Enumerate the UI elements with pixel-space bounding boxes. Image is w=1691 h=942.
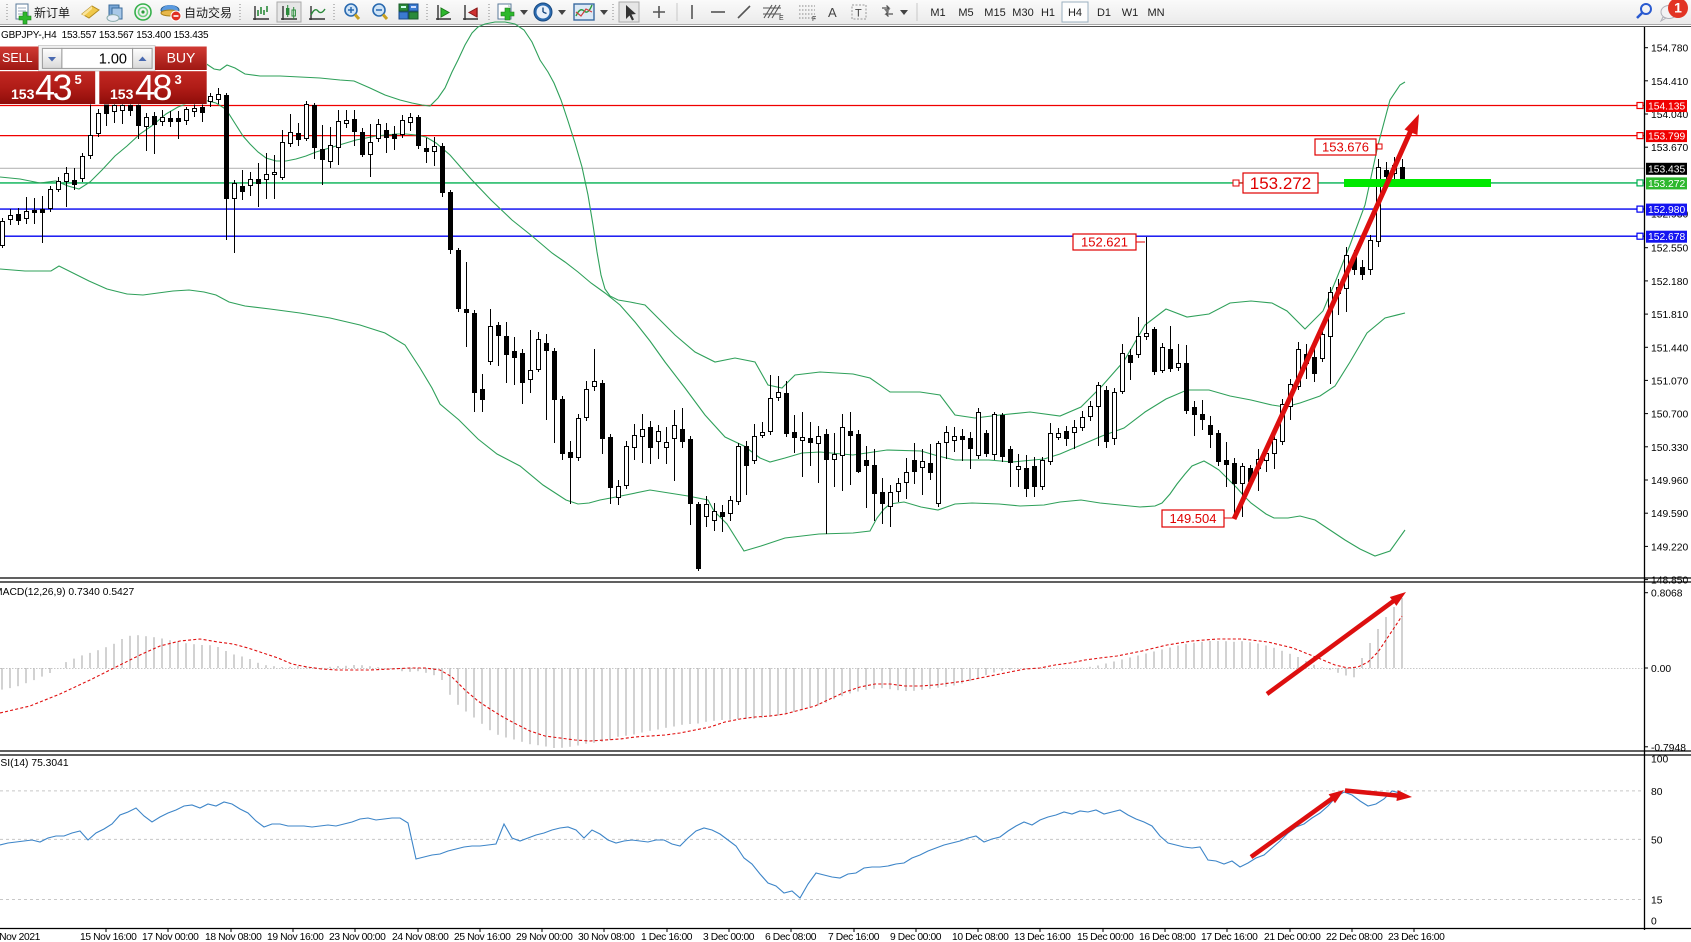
- svg-text:1: 1: [1674, 0, 1682, 16]
- svg-text:A: A: [828, 5, 837, 20]
- svg-text:15: 15: [1651, 896, 1663, 907]
- svg-text:23 Nov 00:00: 23 Nov 00:00: [329, 932, 386, 942]
- svg-text:M1: M1: [930, 7, 945, 19]
- svg-text:154.040: 154.040: [1651, 110, 1688, 121]
- svg-text:153.670: 153.670: [1651, 143, 1688, 154]
- svg-text:3: 3: [175, 72, 182, 87]
- svg-text:15 Nov 16:00: 15 Nov 16:00: [80, 932, 137, 942]
- svg-text:M30: M30: [1012, 7, 1033, 19]
- svg-text:MACD(12,26,9) 0.7340 0.5427: MACD(12,26,9) 0.7340 0.5427: [0, 587, 135, 598]
- svg-text:153.272: 153.272: [1648, 179, 1685, 190]
- svg-text:153.435: 153.435: [1648, 164, 1685, 175]
- svg-text:M15: M15: [984, 7, 1005, 19]
- svg-text:152.550: 152.550: [1651, 244, 1688, 255]
- svg-text:23 Dec 16:00: 23 Dec 16:00: [1388, 932, 1445, 942]
- svg-text:BUY: BUY: [167, 50, 196, 66]
- svg-text:43: 43: [35, 67, 72, 108]
- svg-text:48: 48: [135, 67, 172, 108]
- svg-text:E: E: [779, 15, 784, 22]
- svg-text:F: F: [812, 16, 816, 23]
- svg-text:GBPJPY-,H4 153.557 153.567 15: GBPJPY-,H4 153.557 153.567 153.400 153.4…: [1, 30, 209, 41]
- svg-text:H4: H4: [1068, 7, 1082, 19]
- svg-text:10 Dec 08:00: 10 Dec 08:00: [952, 932, 1009, 942]
- svg-text:24 Nov 08:00: 24 Nov 08:00: [392, 932, 449, 942]
- svg-text:153.799: 153.799: [1648, 132, 1685, 143]
- svg-text:151.810: 151.810: [1651, 310, 1688, 321]
- svg-text:5: 5: [75, 72, 82, 87]
- svg-text:18 Nov 08:00: 18 Nov 08:00: [205, 932, 262, 942]
- svg-text:-0.7948: -0.7948: [1651, 743, 1686, 754]
- svg-text:154.410: 154.410: [1651, 77, 1688, 88]
- svg-text:6 Dec 08:00: 6 Dec 08:00: [765, 932, 817, 942]
- svg-text:30 Nov 08:00: 30 Nov 08:00: [578, 932, 635, 942]
- svg-text:154.780: 154.780: [1651, 44, 1688, 55]
- svg-text:RSI(14) 75.3041: RSI(14) 75.3041: [0, 758, 69, 769]
- svg-text:15 Dec 00:00: 15 Dec 00:00: [1077, 932, 1134, 942]
- svg-text:D1: D1: [1097, 7, 1111, 19]
- svg-text:150.700: 150.700: [1651, 410, 1688, 421]
- svg-text:0.00: 0.00: [1651, 664, 1671, 675]
- svg-text:150.330: 150.330: [1651, 443, 1688, 454]
- svg-text:M5: M5: [958, 7, 973, 19]
- svg-text:153.272: 153.272: [1250, 174, 1311, 193]
- svg-text:152.678: 152.678: [1648, 232, 1685, 243]
- svg-text:17 Dec 16:00: 17 Dec 16:00: [1201, 932, 1258, 942]
- svg-text:149.504: 149.504: [1170, 511, 1217, 526]
- svg-text:T: T: [855, 8, 862, 20]
- svg-text:29 Nov 00:00: 29 Nov 00:00: [516, 932, 573, 942]
- svg-text:1.00: 1.00: [99, 52, 127, 68]
- svg-text:151.070: 151.070: [1651, 376, 1688, 387]
- svg-text:153: 153: [110, 86, 134, 102]
- svg-text:17 Nov 00:00: 17 Nov 00:00: [142, 932, 199, 942]
- svg-text:21 Dec 00:00: 21 Dec 00:00: [1264, 932, 1321, 942]
- svg-text:154.135: 154.135: [1648, 102, 1685, 113]
- svg-text:9 Dec 00:00: 9 Dec 00:00: [890, 932, 942, 942]
- svg-text:7 Dec 16:00: 7 Dec 16:00: [828, 932, 880, 942]
- svg-text:80: 80: [1651, 787, 1663, 798]
- svg-text:新订单: 新订单: [34, 5, 70, 20]
- svg-text:自动交易: 自动交易: [184, 5, 232, 20]
- svg-text:152.621: 152.621: [1081, 235, 1128, 250]
- svg-text:151.440: 151.440: [1651, 343, 1688, 354]
- svg-text:149.960: 149.960: [1651, 476, 1688, 487]
- svg-text:19 Nov 16:00: 19 Nov 16:00: [267, 932, 324, 942]
- svg-text:3 Dec 00:00: 3 Dec 00:00: [703, 932, 755, 942]
- svg-text:152.980: 152.980: [1648, 205, 1685, 216]
- svg-text:22 Dec 08:00: 22 Dec 08:00: [1326, 932, 1383, 942]
- svg-text:12 Nov 2021: 12 Nov 2021: [0, 932, 41, 942]
- svg-text:149.590: 149.590: [1651, 509, 1688, 520]
- svg-text:152.180: 152.180: [1651, 277, 1688, 288]
- svg-text:W1: W1: [1122, 7, 1139, 19]
- svg-text:50: 50: [1651, 835, 1663, 846]
- svg-text:1 Dec 16:00: 1 Dec 16:00: [641, 932, 693, 942]
- svg-text:153: 153: [11, 86, 35, 102]
- svg-text:149.220: 149.220: [1651, 542, 1688, 553]
- svg-text:25 Nov 16:00: 25 Nov 16:00: [454, 932, 511, 942]
- svg-text:153.676: 153.676: [1322, 140, 1369, 155]
- svg-text:148.850: 148.850: [1651, 576, 1688, 587]
- svg-text:0: 0: [1651, 916, 1657, 927]
- svg-text:SELL: SELL: [2, 51, 33, 65]
- svg-text:100: 100: [1651, 754, 1668, 765]
- svg-text:13 Dec 16:00: 13 Dec 16:00: [1014, 932, 1071, 942]
- svg-text:0.8068: 0.8068: [1651, 589, 1683, 600]
- svg-text:16 Dec 08:00: 16 Dec 08:00: [1139, 932, 1196, 942]
- svg-text:H1: H1: [1041, 7, 1055, 19]
- svg-text:MN: MN: [1147, 7, 1164, 19]
